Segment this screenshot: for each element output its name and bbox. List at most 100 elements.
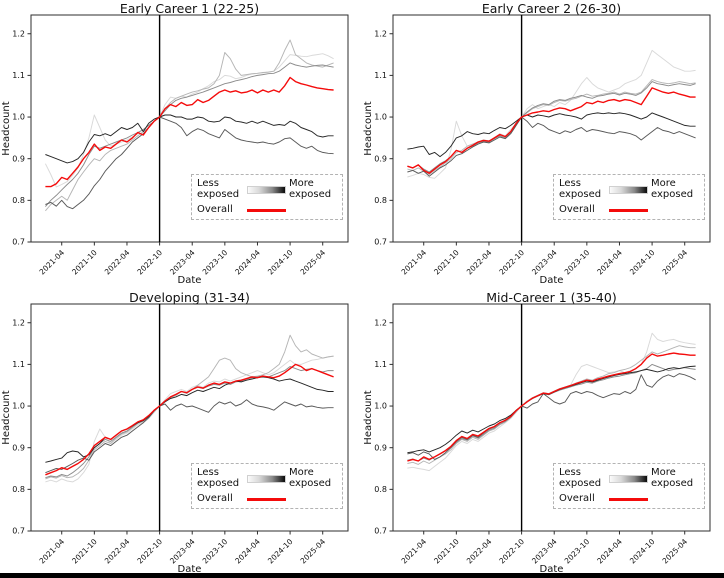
x-tick-label: 2023-04	[530, 537, 559, 566]
x-tick-label: 2023-10	[563, 537, 592, 566]
y-tick-label: 0.9	[12, 443, 25, 452]
y-tick-label: 1.2	[12, 29, 25, 38]
x-axis-label: Date	[178, 275, 202, 286]
y-tick-label: 0.7	[374, 527, 387, 536]
subplot-mid-career-1: 0.7 0.8 0.9 1.0 1.1 1.2 2021-04 2021-10 2022-04 2…	[362, 289, 724, 578]
y-tick-label: 0.9	[12, 154, 25, 163]
y-tick-label: 1.1	[374, 360, 387, 369]
y-axis-label: Headcount	[1, 101, 12, 155]
series-line-quintile-2	[45, 39, 334, 212]
legend-more-label: More exposed	[289, 467, 332, 490]
x-axis-label: Date	[178, 564, 202, 575]
x-axis-label: Date	[540, 564, 564, 575]
legend-overall-label: Overall	[197, 203, 233, 215]
series-line-quintile-2	[407, 79, 696, 175]
y-axis-label: Headcount	[1, 390, 12, 444]
y-tick-label: 1.2	[374, 318, 387, 327]
series-line-quintile-5-most-exposed	[407, 112, 696, 158]
x-tick-label: 2022-10	[497, 537, 526, 566]
subplot-early-career-2: 0.7 0.8 0.9 1.0 1.1 1.2 2021-04 2021-10 2022-04 2…	[362, 0, 724, 289]
series-line-quintile-5-most-exposed	[45, 376, 334, 463]
x-tick-label: 2024-10	[628, 248, 657, 277]
y-tick-label: 1.0	[12, 402, 25, 411]
exposure-gradient-bar	[609, 475, 648, 484]
x-tick-label: 2021-10	[70, 248, 99, 277]
x-tick-label: 2023-04	[168, 537, 197, 566]
legend-overall-label: Overall	[197, 492, 233, 504]
exposure-gradient-bar	[609, 186, 648, 195]
series-line-quintile-4	[45, 399, 334, 474]
y-tick-label: 1.1	[12, 71, 25, 80]
x-tick-label: 2024-10	[266, 248, 295, 277]
x-tick-label: 2022-04	[103, 537, 132, 566]
x-tick-label: 2023-04	[530, 248, 559, 277]
x-tick-label: 2023-10	[201, 248, 230, 277]
y-tick-label: 0.8	[374, 485, 387, 494]
legend-less-label: Less exposed	[559, 467, 602, 490]
y-tick-label: 1.0	[374, 402, 387, 411]
x-axis-label: Date	[540, 275, 564, 286]
x-tick-label: 2023-10	[563, 248, 592, 277]
y-axis-label: Headcount	[363, 101, 374, 155]
plot-spines	[392, 303, 711, 532]
y-tick-label: 0.8	[374, 196, 387, 205]
x-tick-label: 2024-04	[233, 248, 262, 277]
legend-overall-line-swatch	[247, 208, 286, 212]
y-tick-label: 0.7	[12, 527, 25, 536]
legend: Less exposed More exposed Overall	[191, 174, 343, 220]
legend-less-label: Less exposed	[197, 178, 240, 201]
legend-overall-line-swatch	[247, 497, 286, 501]
x-tick-label: 2022-10	[135, 537, 164, 566]
legend-overall-line-swatch	[609, 497, 648, 501]
series-line-quintile-5-most-exposed	[407, 365, 696, 454]
x-tick-label: 2022-10	[135, 248, 164, 277]
y-tick-label: 1.1	[12, 360, 25, 369]
subplot-developing: 0.7 0.8 0.9 1.0 1.1 1.2 2021-04 2021-10 2022-04 2…	[0, 289, 362, 578]
x-tick-label: 2021-04	[400, 537, 429, 566]
x-tick-label: 2021-04	[38, 248, 67, 277]
x-tick-label: 2021-10	[432, 248, 461, 277]
y-tick-label: 0.9	[374, 443, 387, 452]
y-axis-label: Headcount	[363, 390, 374, 444]
legend-less-label: Less exposed	[559, 178, 602, 201]
x-tick-label: 2025-04	[299, 537, 328, 566]
figure-bottom-border	[0, 573, 724, 578]
legend: Less exposed More exposed Overall	[191, 463, 343, 509]
series-line-overall	[45, 76, 334, 188]
legend: Less exposed More exposed Overall	[553, 174, 705, 220]
y-tick-label: 1.0	[12, 113, 25, 122]
series-line-quintile-1-least-exposed	[44, 53, 334, 188]
x-tick-label: 2023-04	[168, 248, 197, 277]
series-line-overall	[407, 352, 696, 462]
x-tick-label: 2024-10	[266, 537, 295, 566]
x-tick-label: 2025-04	[661, 248, 690, 277]
x-tick-label: 2025-04	[299, 248, 328, 277]
y-tick-label: 0.8	[12, 196, 25, 205]
y-tick-label: 0.9	[374, 154, 387, 163]
exposure-gradient-bar	[247, 475, 286, 484]
y-tick-label: 1.2	[374, 29, 387, 38]
series-line-quintile-4	[45, 116, 334, 210]
subplot-early-career-1: 0.7 0.8 0.9 1.0 1.1 1.2 2021-04 2021-10 2022-04 2…	[0, 0, 362, 289]
legend-less-label: Less exposed	[197, 467, 240, 490]
x-tick-label: 2023-10	[201, 537, 230, 566]
y-tick-label: 1.1	[374, 71, 387, 80]
x-tick-label: 2025-04	[661, 537, 690, 566]
series-line-quintile-4	[407, 116, 696, 177]
legend-overall-label: Overall	[559, 203, 595, 215]
x-tick-label: 2024-10	[628, 537, 657, 566]
x-tick-label: 2022-04	[465, 537, 494, 566]
series-line-quintile-1-least-exposed	[45, 355, 334, 483]
legend-more-label: More exposed	[289, 178, 332, 201]
y-tick-label: 1.0	[374, 113, 387, 122]
x-tick-label: 2022-04	[103, 248, 132, 277]
series-line-overall	[407, 87, 696, 175]
series-line-overall	[45, 363, 334, 476]
exposure-gradient-bar	[247, 186, 286, 195]
legend-overall-line-swatch	[609, 208, 648, 212]
x-tick-label: 2021-04	[400, 248, 429, 277]
